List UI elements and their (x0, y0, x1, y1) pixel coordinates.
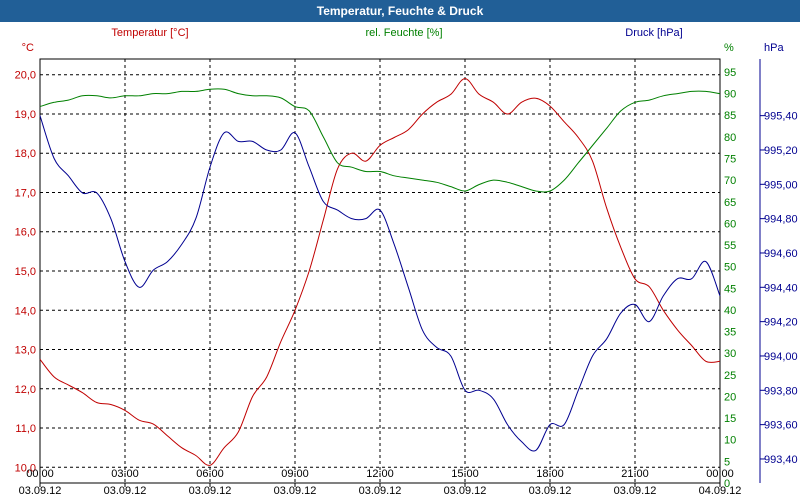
temp-tick-label: 16,0 (15, 227, 36, 239)
x-tick-date: 03.09.12 (104, 485, 147, 497)
x-tick-time: 00:00 (706, 468, 734, 480)
press-tick-label: 995,00 (764, 179, 798, 191)
hum-tick-label: 35 (724, 327, 736, 339)
temp-tick-label: 10,0 (15, 462, 36, 474)
hum-tick-label: 25 (724, 370, 736, 382)
x-tick-time: 06:00 (196, 468, 224, 480)
hum-tick-label: 65 (724, 197, 736, 209)
hum-tick-label: 70 (724, 175, 736, 187)
x-tick-date: 03.09.12 (19, 485, 62, 497)
press-tick-label: 994,80 (764, 214, 798, 226)
x-tick-date: 04.09.12 (699, 485, 742, 497)
x-tick-date: 03.09.12 (529, 485, 572, 497)
press-tick-label: 993,40 (764, 454, 798, 466)
x-tick-date: 03.09.12 (189, 485, 232, 497)
hum-tick-label: 20 (724, 391, 736, 403)
x-axis-ticks: 00:00 03.09.12 03:00 03.09.12 06:00 03.09.12 0… (19, 468, 742, 497)
temp-axis-label: Temperatur [°C] (111, 27, 188, 39)
hum-tick-label: 45 (724, 283, 736, 295)
x-tick-time: 09:00 (281, 468, 309, 480)
x-tick-time: 15:00 (451, 468, 479, 480)
x-tick-time: 21:00 (621, 468, 649, 480)
temp-tick-label: 20,0 (15, 70, 36, 82)
press-tick-label: 995,20 (764, 145, 798, 157)
x-tick-time: 12:00 (366, 468, 394, 480)
temp-tick-label: 14,0 (15, 305, 36, 317)
hum-tick-label: 55 (724, 240, 736, 252)
temp-tick-label: 19,0 (15, 109, 36, 121)
x-tick-date: 03.09.12 (274, 485, 317, 497)
hum-tick-label: 0 (724, 478, 730, 490)
x-tick-date: 03.09.12 (614, 485, 657, 497)
hum-tick-label: 85 (724, 110, 736, 122)
x-tick-time: 03:00 (111, 468, 139, 480)
hum-tick-label: 90 (724, 89, 736, 101)
series-lines (39, 78, 721, 466)
hum-tick-label: 50 (724, 262, 736, 274)
series-temp-line (39, 78, 721, 466)
series-press-line (39, 115, 721, 452)
temp-tick-label: 18,0 (15, 148, 36, 160)
press-tick-label: 994,60 (764, 248, 798, 260)
press-tick-label: 994,40 (764, 282, 798, 294)
hum-tick-label: 75 (724, 154, 736, 166)
hum-tick-label: 60 (724, 218, 736, 230)
press-tick-label: 993,60 (764, 420, 798, 432)
hum-tick-label: 80 (724, 132, 736, 144)
press-unit: hPa (764, 42, 784, 54)
x-tick-time: 00:00 (26, 468, 54, 480)
temp-tick-label: 15,0 (15, 266, 36, 278)
hum-tick-label: 30 (724, 348, 736, 360)
hum-tick-label: 5 (724, 456, 730, 468)
hum-axis-label: rel. Feuchte [%] (365, 27, 442, 39)
hum-tick-label: 15 (724, 413, 736, 425)
temp-tick-label: 12,0 (15, 384, 36, 396)
x-tick-date: 03.09.12 (359, 485, 402, 497)
x-tick-date: 03.09.12 (444, 485, 487, 497)
series-hum-line (39, 88, 721, 193)
grid (40, 59, 720, 483)
press-tick-label: 993,80 (764, 385, 798, 397)
temp-tick-label: 13,0 (15, 345, 36, 357)
hum-tick-label: 10 (724, 435, 736, 447)
temp-unit: °C (22, 42, 34, 54)
chart-title: Temperatur, Feuchte & Druck (0, 0, 800, 22)
x-tick-time: 18:00 (536, 468, 564, 480)
y-axis-ticks: 10,0 11,0 12,0 13,0 14,0 15,0 16,0 17,0 18,0 19,0… (15, 67, 798, 490)
hum-unit: % (724, 42, 734, 54)
hum-tick-label: 40 (724, 305, 736, 317)
temp-tick-label: 17,0 (15, 187, 36, 199)
press-tick-label: 994,00 (764, 351, 798, 363)
press-tick-label: 994,20 (764, 317, 798, 329)
temp-tick-label: 11,0 (15, 423, 36, 435)
chart-area: °C Temperatur [°C] rel. Feuchte [%] Druc… (15, 27, 798, 497)
hum-tick-label: 95 (724, 67, 736, 79)
press-axis-label: Druck [hPa] (625, 27, 682, 39)
press-tick-label: 995,40 (764, 111, 798, 123)
